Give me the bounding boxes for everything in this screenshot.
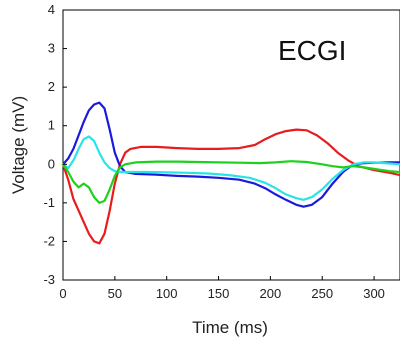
y-tick-label: 0	[48, 156, 55, 171]
x-tick-label: 250	[311, 286, 333, 301]
series-line-3	[61, 135, 400, 201]
series-line-1	[61, 128, 400, 245]
y-tick-label: -3	[43, 272, 55, 287]
x-tick-label: 50	[108, 286, 122, 301]
x-tick-label: 0	[59, 286, 66, 301]
y-tick-label: 2	[48, 79, 55, 94]
x-axis-label: Time (ms)	[192, 318, 268, 337]
series-line-2	[61, 101, 400, 208]
x-tick-label: 300	[363, 286, 385, 301]
y-tick-label: 3	[48, 41, 55, 56]
x-tick-label: 100	[156, 286, 178, 301]
y-tick-label: -2	[43, 233, 55, 248]
y-tick-label: -1	[43, 195, 55, 210]
plot-frame	[62, 9, 400, 281]
tick-group: 0 50 100 150 200 250 300 -3 -2 -1 0 1 2 3 4	[43, 2, 384, 301]
annotation-label: ECGI	[278, 35, 346, 66]
y-tick-label: 1	[48, 118, 55, 133]
series-line-4	[61, 160, 400, 204]
y-tick-label: 4	[48, 2, 55, 17]
series-group	[61, 101, 400, 245]
x-tick-label: 150	[208, 286, 230, 301]
y-axis-label: Voltage (mV)	[9, 96, 28, 194]
x-tick-label: 200	[260, 286, 282, 301]
